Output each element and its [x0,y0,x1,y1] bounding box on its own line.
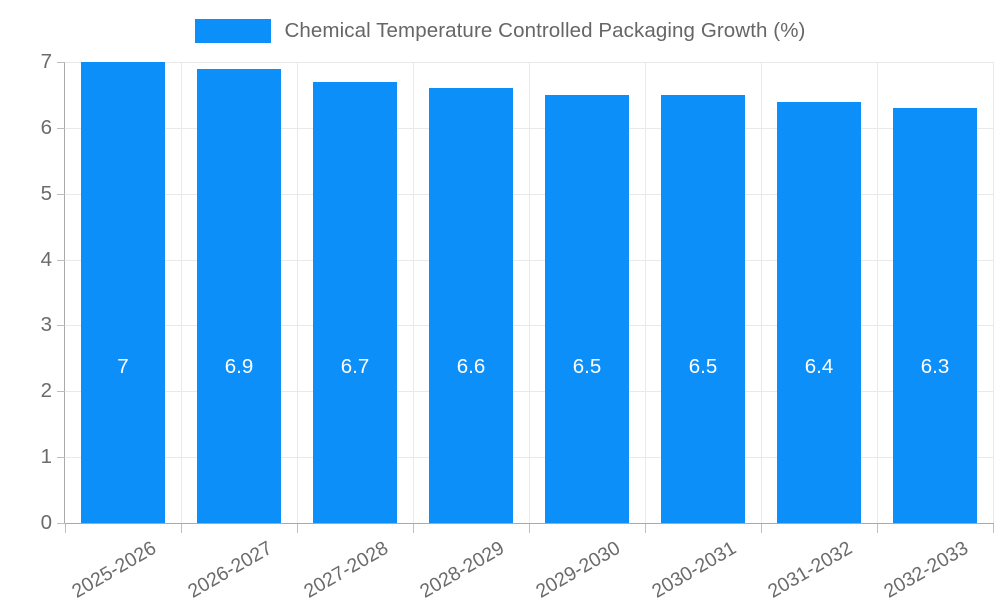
legend-item-label: Chemical Temperature Controlled Packagin… [284,19,806,42]
bar-value-label: 6.4 [804,355,834,378]
y-axis-line [64,62,65,524]
bar-value-label: 6.9 [224,355,254,378]
gridline-vertical [877,62,878,523]
bar-value-label: 6.6 [456,355,486,378]
y-axis-tick-label: 5 [40,181,52,205]
x-axis-tick-label: 2026-2027 [184,537,276,603]
x-axis-tick [297,524,298,533]
legend-item-series-1[interactable]: Chemical Temperature Controlled Packagin… [194,19,806,43]
gridline-vertical [993,62,994,523]
y-axis-tick [57,62,65,63]
y-axis-tick [57,127,65,129]
x-axis-tick-label: 2032-2033 [880,537,972,603]
x-axis-tick [877,524,878,533]
bar[interactable]: 6.5 [661,95,745,523]
x-axis-tick [645,524,646,533]
bar-value-label: 6.5 [572,355,602,378]
y-axis-tick-label: 7 [40,50,52,73]
x-axis-tick-label: 2030-2031 [648,537,740,603]
y-axis-tick-label: 6 [40,115,52,139]
x-axis-tick [761,524,762,533]
x-axis-tick-label: 2031-2032 [764,537,856,603]
x-axis-tick [529,524,530,533]
legend-color-swatch-icon [194,19,271,43]
x-axis-tick-label: 2029-2030 [532,537,624,603]
x-axis-tick [993,524,994,533]
x-axis-tick-label: 2027-2028 [300,537,392,603]
y-axis-tick [57,391,65,393]
bar-value-label: 6.7 [340,355,370,378]
bar[interactable]: 6.9 [197,69,281,523]
plot-area [65,62,994,524]
x-axis-tick [181,524,182,533]
bar[interactable]: 6.5 [545,95,629,523]
bar[interactable]: 6.7 [313,82,397,523]
bar-value-label: 6.3 [920,355,950,378]
bar[interactable]: 6.6 [429,88,513,523]
bar-value-label: 7 [117,355,129,378]
gridline-vertical [297,62,298,523]
gridline-vertical [761,62,762,523]
bar[interactable]: 6.3 [893,108,977,523]
y-axis-tick [57,259,65,261]
y-axis-tick-label: 4 [40,247,52,271]
x-axis-tick-label: 2025-2026 [68,537,160,603]
y-axis-tick [57,523,65,524]
y-axis-tick-label: 2 [40,379,52,403]
chart-legend: Chemical Temperature Controlled Packagin… [0,14,1000,48]
y-axis-tick-label: 3 [40,313,52,337]
gridline-vertical [413,62,414,523]
x-axis-tick [65,524,66,533]
gridline-vertical [181,62,182,523]
y-axis-tick [57,457,65,459]
bar[interactable]: 6.4 [777,102,861,523]
x-axis-tick [413,524,414,533]
y-axis-tick [57,193,65,195]
bar-value-label: 6.5 [688,355,718,378]
x-axis-line [64,523,994,524]
x-axis-tick-label: 2028-2029 [416,537,508,603]
bar[interactable]: 7 [81,62,165,523]
y-axis-tick [57,325,65,327]
gridline-vertical [529,62,530,523]
gridline-vertical [645,62,646,523]
y-axis-tick-label: 1 [40,445,52,469]
y-axis-tick-label: 0 [40,511,52,534]
